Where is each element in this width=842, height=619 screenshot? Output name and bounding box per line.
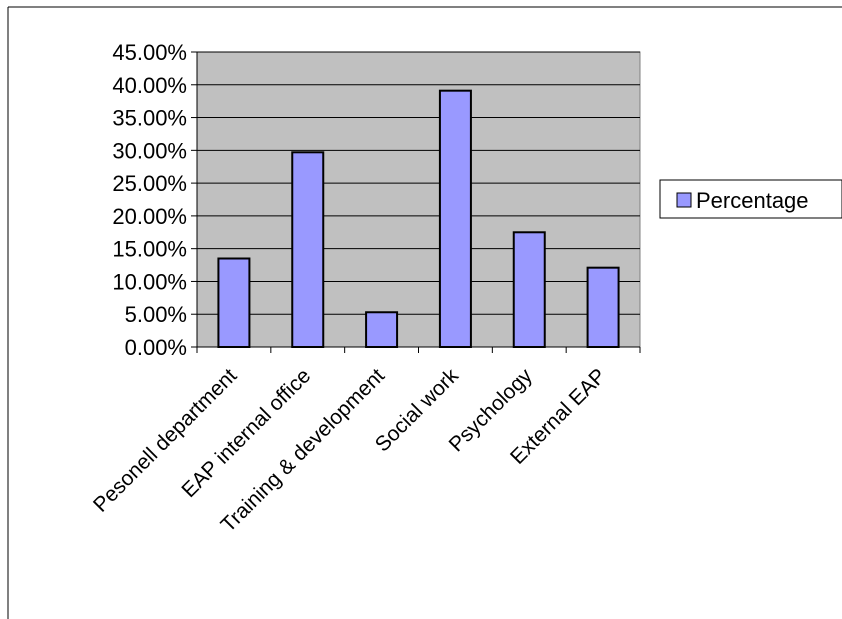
plot-area (196, 51, 641, 348)
bar (217, 257, 251, 348)
y-tick-label: 5.00% (125, 302, 187, 327)
y-tick-label: 25.00% (112, 171, 187, 196)
axes (191, 51, 641, 353)
y-tick-label: 0.00% (125, 335, 187, 360)
bars (217, 89, 620, 349)
legend-swatch (676, 192, 692, 208)
y-tick-label: 15.00% (112, 237, 187, 262)
x-tick-label: EAP internal office (177, 364, 315, 502)
y-tick-label: 30.00% (112, 138, 187, 163)
gridlines (197, 51, 640, 315)
bar (438, 89, 472, 349)
y-tick-label: 40.00% (112, 73, 187, 98)
y-tick-label: 35.00% (112, 106, 187, 131)
x-tick-label: Pesonell department (89, 364, 242, 517)
y-tick-labels: 0.00% 5.00% 10.00% 15.00% 20.00% 25.00% 30.00%… (112, 40, 187, 360)
y-tick-label: 10.00% (112, 269, 187, 294)
bar (586, 266, 620, 348)
bar (365, 311, 399, 348)
bar (512, 231, 546, 348)
legend: Percentage (659, 179, 842, 219)
legend-label: Percentage (696, 188, 809, 213)
y-tick-label: 45.00% (112, 40, 187, 65)
bar (291, 151, 325, 348)
y-tick-label: 20.00% (112, 204, 187, 229)
